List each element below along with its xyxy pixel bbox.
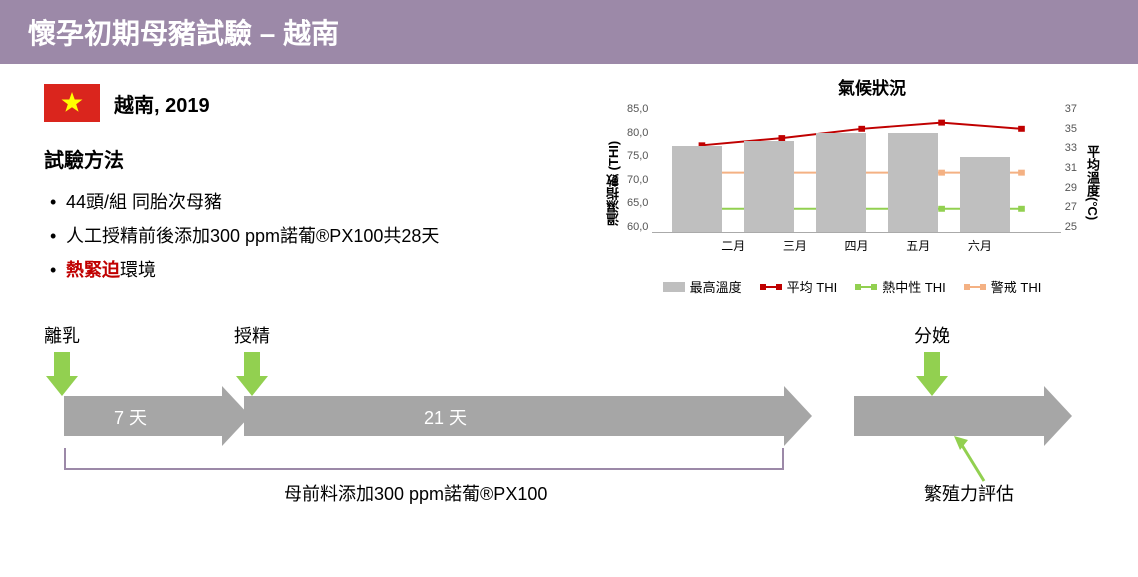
timeline-segment [854,396,1044,436]
climate-chart: 氣候狀況 溫濕指數 (THI) 85,080,075,070,065,060,0… [602,74,1102,296]
timeline-event-label: 分娩 [914,322,950,348]
plot-area [652,103,1060,233]
chart-legend: 最高溫度平均 THI 熱中性 THI 警戒 THI [602,277,1102,296]
timeline-event-label: 離乳 [44,322,80,348]
bracket-caption: 母前料添加300 ppm諾葡®PX100 [284,480,547,506]
eval-label: 繁殖力評估 [924,480,1014,506]
bar [672,146,722,232]
legend-item: 警戒 THI [964,277,1042,296]
bar [816,133,866,232]
timeline-segment: 21 天 [244,396,784,436]
arrow-down-icon [916,352,948,401]
y-left-ticks: 85,080,075,070,065,060,0 [623,103,652,233]
arrow-down-icon [46,352,78,401]
timeline-event-label: 授精 [234,322,270,348]
bar [960,157,1010,232]
x-labels: 二月三月四月五月六月 [652,233,1060,254]
bracket [64,448,784,470]
slide-content: 越南, 2019 試驗方法 44頭/組 同胎次母豬 人工授精前後添加300 pp… [0,64,1138,288]
location-text: 越南, 2019 [114,89,210,118]
legend-item: 最高溫度 [663,277,742,296]
slide-header: 懷孕初期母豬試驗 – 越南 [0,0,1138,64]
y-right-ticks: 37353331292725 [1061,103,1081,233]
y-left-label: 溫濕指數 (THI) [602,103,623,263]
bar [888,133,938,232]
y-right-label: 平均溫度(°C) [1081,103,1102,263]
slide-title: 懷孕初期母豬試驗 – 越南 [28,18,339,49]
bar [744,141,794,232]
timeline-segment: 7 天 [64,396,222,436]
legend-item: 熱中性 THI [855,277,946,296]
chart-title: 氣候狀況 [602,74,1102,99]
legend-item: 平均 THI [760,277,838,296]
vietnam-flag [44,84,100,122]
timeline: 離乳 授精 分娩 7 天 21 天 母前料添加300 ppm諾葡®PX100 繁殖力評估 [44,322,1102,538]
